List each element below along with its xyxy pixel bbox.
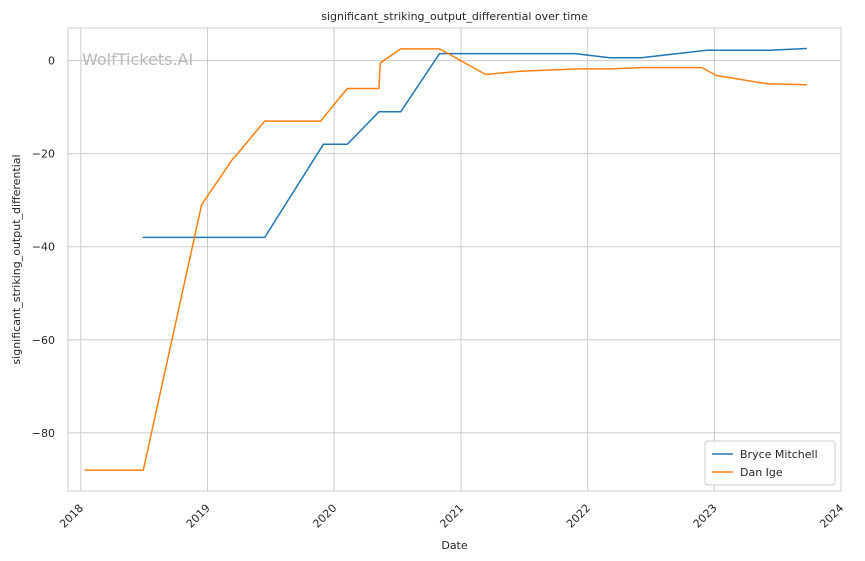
series-layer bbox=[84, 47, 808, 471]
y-gridlines bbox=[68, 60, 841, 434]
y-tick-label: −20 bbox=[32, 148, 55, 161]
plot-frame bbox=[67, 27, 842, 492]
legend: Bryce Mitchell Dan Ige bbox=[704, 440, 836, 486]
legend-box bbox=[704, 440, 836, 486]
y-tick-labels: 0 −20 −40 −60 −80 bbox=[32, 55, 55, 440]
y-tick-label: 0 bbox=[48, 55, 55, 68]
series-line-0 bbox=[142, 47, 808, 239]
plot-area bbox=[68, 28, 841, 491]
y-tick-label: −40 bbox=[32, 241, 55, 254]
series-line-1 bbox=[84, 48, 808, 471]
legend-label: Bryce Mitchell bbox=[740, 448, 818, 461]
x-axis-title: Date bbox=[441, 539, 468, 552]
watermark-text: WolfTickets.AI bbox=[82, 50, 193, 69]
y-axis-title: significant_striking_output_differential bbox=[10, 154, 23, 364]
legend-label: Dan Ige bbox=[740, 466, 783, 479]
y-tick-label: −60 bbox=[32, 334, 55, 347]
y-tick-label: −80 bbox=[32, 427, 55, 440]
chart-title: significant_striking_output_differential… bbox=[321, 10, 588, 23]
